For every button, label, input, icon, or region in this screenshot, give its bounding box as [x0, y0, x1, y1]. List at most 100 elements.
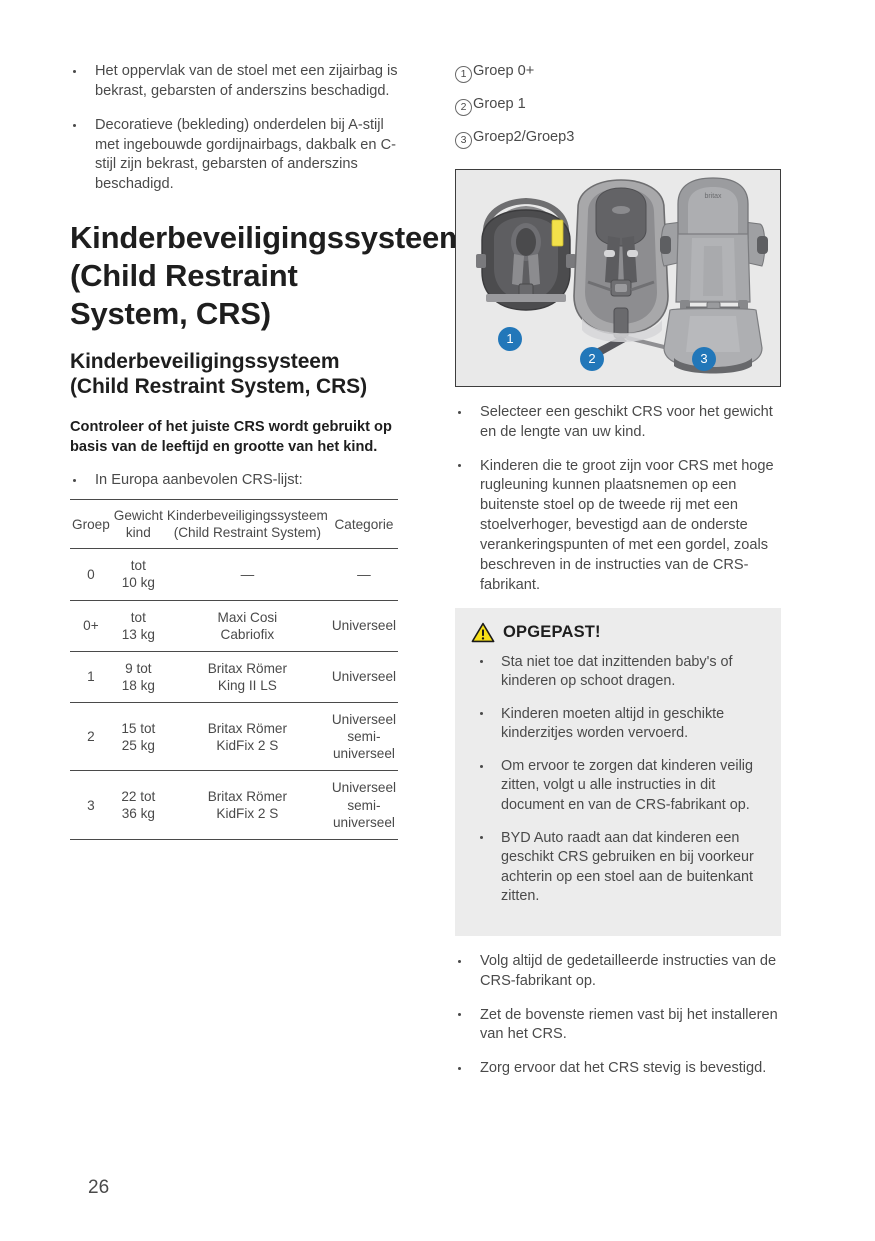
- section-heading: Kinderbeveiligingssysteem (Child Restrai…: [70, 349, 367, 399]
- bullet-text: Kinderen die te groot zijn voor CRS met …: [480, 457, 774, 593]
- cell-crs: Britax Römer King II LS: [164, 651, 330, 704]
- crs-table: Groep Gewicht kind Kinderbeveiligingssys…: [70, 499, 399, 840]
- circled-number-icon: 1: [455, 65, 472, 83]
- bullet-text: Zet de bovenste riemen vast bij het inst…: [480, 1006, 778, 1043]
- table-row: 3 22 tot 36 kg Britax Römer KidFix 2 S Uni…: [70, 770, 399, 840]
- cell-groep: 0: [70, 548, 112, 601]
- cell-gewicht: tot 10 kg: [111, 548, 165, 601]
- caution-title: OPGEPAST!: [503, 622, 601, 641]
- list-item: Selecteer een geschikt CRS voor het gewi…: [455, 403, 783, 443]
- column-header-gewicht: Gewicht kind: [111, 499, 165, 550]
- table-row: 0 tot 10 kg — —: [70, 548, 399, 601]
- list-item: Kinderen die te groot zijn voor CRS met …: [455, 457, 783, 596]
- legend-label: Groep 0+: [473, 63, 535, 79]
- cell-categorie: Universeel: [329, 651, 399, 704]
- figure-badge-2: 2: [580, 346, 604, 371]
- page-number: 26: [88, 1177, 110, 1198]
- figure-badge-1: 1: [498, 326, 522, 351]
- table-row: 0+ tot 13 kg Maxi Cosi Cabriofix Universee…: [70, 600, 399, 652]
- bullet-dot: [73, 123, 76, 127]
- cell-groep: 1: [70, 651, 112, 704]
- bullet-dot: [480, 660, 483, 664]
- circled-number-icon: 3: [455, 131, 472, 149]
- column-header-crs: Kinderbeveiligingssysteem (Child Restrai…: [164, 499, 330, 550]
- toddler-seat: [573, 179, 670, 356]
- list-item: Sta niet toe dat inzittenden baby's of k…: [471, 653, 765, 692]
- bullet-text: BYD Auto raadt aan dat kinderen een gesc…: [501, 829, 754, 905]
- crs-list-intro: In Europa aanbevolen CRS-lijst:: [70, 471, 400, 491]
- crs-selection-bullets: Selecteer een geschikt CRS voor het gewi…: [455, 403, 783, 596]
- cell-categorie: Universeel: [329, 600, 399, 652]
- bullet-text: Decoratieve (bekleding) onderdelen bij A…: [95, 116, 396, 193]
- list-item: Het oppervlak van de stoel met een zijai…: [70, 62, 400, 102]
- legend-label: Groep 1: [473, 95, 526, 112]
- legend-label: Groep2/Groep3: [473, 128, 575, 145]
- list-item: In Europa aanbevolen CRS-lijst:: [70, 471, 400, 491]
- bullet-dot: [73, 69, 76, 73]
- cell-groep: 3: [70, 770, 112, 840]
- cell-crs: Britax Römer KidFix 2 S: [164, 770, 330, 840]
- bullet-text: Kinderen moeten altijd in geschikte kind…: [501, 705, 725, 742]
- bullet-text: Selecteer een geschikt CRS voor het gewi…: [480, 403, 773, 440]
- figure-legend-item-1: 1 Groep 0+: [455, 62, 783, 83]
- bullet-text: Zorg ervoor dat het CRS stevig is bevest…: [480, 1060, 767, 1077]
- left-column: Het oppervlak van de stoel met een zijai…: [70, 62, 467, 840]
- cell-categorie: —: [329, 548, 399, 601]
- cell-gewicht: tot 13 kg: [111, 600, 165, 652]
- figure-badge-3: 3: [692, 346, 716, 371]
- cell-gewicht: 9 tot 18 kg: [111, 651, 165, 704]
- bullet-dot: [458, 410, 461, 414]
- cell-groep: 2: [70, 702, 112, 772]
- bullet-dot: [480, 712, 483, 716]
- column-header-groep: Groep: [70, 499, 112, 550]
- list-item: BYD Auto raadt aan dat kinderen een gesc…: [471, 829, 765, 907]
- list-item: Volg altijd de gedetailleerde instructie…: [455, 952, 783, 992]
- table-head: Groep Gewicht kind Kinderbeveiligingssys…: [70, 499, 399, 550]
- page-title: Kinderbeveiligingssysteem (Child Restrai…: [70, 220, 467, 331]
- bullet-dot: [73, 479, 76, 483]
- table-row: 2 15 tot 25 kg Britax Römer KidFix 2 S Uni…: [70, 702, 399, 772]
- top-warning-bullets: Het oppervlak van de stoel met een zijai…: [70, 62, 400, 195]
- bullet-dot: [480, 764, 483, 768]
- bullet-dot: [458, 464, 461, 468]
- crs-install-bullets: Volg altijd de gedetailleerde instructie…: [455, 952, 783, 1079]
- cell-crs: Maxi Cosi Cabriofix: [164, 600, 330, 652]
- caution-box: OPGEPAST! Sta niet toe dat inzittenden b…: [455, 607, 781, 936]
- cell-crs: Britax Römer KidFix 2 S: [164, 702, 330, 772]
- bullet-text: Om ervoor te zorgen dat kinderen veilig …: [501, 757, 753, 813]
- list-item: Om ervoor te zorgen dat kinderen veilig …: [471, 757, 765, 816]
- cell-crs: —: [164, 548, 330, 601]
- booster-seat: britax: [660, 177, 768, 374]
- bullet-text: Het oppervlak van de stoel met een zijai…: [95, 63, 398, 99]
- cell-categorie: Universeel semi-universeel: [329, 770, 399, 840]
- svg-text:britax: britax: [704, 193, 722, 200]
- table-body: 0 tot 10 kg — — 0+ tot 13 kg Maxi Cosi Cabr…: [70, 548, 399, 840]
- bullet-text: Volg altijd de gedetailleerde instructie…: [480, 952, 777, 989]
- table-header-row: Groep Gewicht kind Kinderbeveiligingssys…: [70, 499, 399, 550]
- lead-paragraph: Controleer of het juiste CRS wordt gebru…: [70, 419, 392, 455]
- circled-number-icon: 2: [455, 98, 472, 116]
- figure-legend-item-3: 3 Groep2/Groep3: [455, 128, 783, 149]
- infant-carrier-seat: [476, 197, 576, 311]
- warning-triangle-icon: [471, 622, 495, 642]
- list-item: Decoratieve (bekleding) onderdelen bij A…: [70, 116, 400, 195]
- bullet-text: In Europa aanbevolen CRS-lijst:: [95, 472, 303, 489]
- list-item: Zorg ervoor dat het CRS stevig is bevest…: [455, 1059, 783, 1079]
- cell-gewicht: 22 tot 36 kg: [111, 770, 165, 840]
- caution-bullets: Sta niet toe dat inzittenden baby's of k…: [471, 653, 765, 907]
- bullet-dot: [458, 959, 461, 963]
- right-column: 1 Groep 0+ 2 Groep 1 3 Groep2/Groep3: [455, 62, 783, 1079]
- list-item: Zet de bovenste riemen vast bij het inst…: [455, 1006, 783, 1046]
- list-item: Kinderen moeten altijd in geschikte kind…: [471, 705, 765, 744]
- child-seats-figure: britax: [455, 168, 781, 387]
- table-row: 1 9 tot 18 kg Britax Römer King II LS Univ…: [70, 651, 399, 704]
- cell-gewicht: 15 tot 25 kg: [111, 702, 165, 772]
- bullet-text: Sta niet toe dat inzittenden baby's of k…: [501, 653, 733, 690]
- child-seats-illustration: britax: [456, 169, 780, 385]
- cell-categorie: Universeel semi-universeel: [329, 702, 399, 772]
- cell-groep: 0+: [70, 600, 112, 652]
- column-header-categorie: Categorie: [329, 499, 399, 550]
- figure-legend-item-2: 2 Groep 1: [455, 95, 783, 116]
- bullet-dot: [480, 836, 483, 840]
